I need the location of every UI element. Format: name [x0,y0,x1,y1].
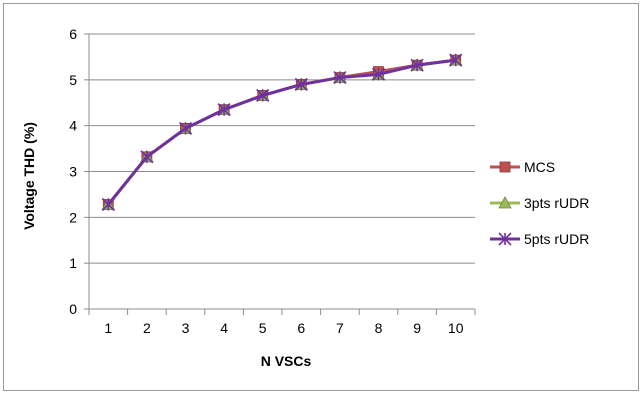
series-line [107,58,456,206]
y-tick-label: 6 [69,26,77,42]
legend-label: 3pts rUDR [524,195,589,211]
y-tick-label: 3 [69,164,77,180]
series-3pts-rudr [101,53,463,210]
x-tick-label: 6 [297,320,305,336]
legend-item: MCS [490,159,555,175]
x-tick-label: 9 [413,320,421,336]
data-point [256,88,270,102]
data-point [410,58,424,72]
data-point [371,67,386,81]
y-tick-label: 1 [69,255,77,271]
data-point [217,103,231,117]
y-tick-labels: 0 1 2 3 4 5 6 [69,26,77,317]
line-chart: 0 1 2 3 4 5 6 1 2 3 4 5 6 7 8 9 10 Voltage THD (%) N VS… [21,26,589,369]
x-tick-label: 1 [104,320,112,336]
series-mcs [102,54,462,210]
legend-item: 3pts rUDR [490,195,589,211]
data-point [449,53,463,67]
legend: MCS 3pts rUDR 5pts rUDR [490,159,589,247]
x-tick-labels: 1 2 3 4 5 6 7 8 9 10 [104,320,463,336]
y-tick-label: 2 [69,209,77,225]
x-axis-title: N VSCs [261,353,312,369]
series-line [107,58,456,206]
data-point [101,197,115,212]
x-tick-label: 5 [259,320,267,336]
x-tick-label: 3 [182,320,190,336]
series-5pts-rudr [101,53,463,212]
data-point [178,121,193,135]
y-tick-label: 4 [69,118,77,134]
axes [84,33,476,315]
legend-label: MCS [524,159,555,175]
legend-item: 5pts rUDR [490,231,589,247]
data-point [294,77,308,91]
legend-marker [499,161,511,173]
series-lines [101,53,463,212]
y-axis-title: Voltage THD (%) [21,122,37,230]
gridlines [89,33,475,264]
x-tick-label: 8 [375,320,383,336]
data-point [140,150,154,164]
x-tick-label: 10 [448,320,464,336]
x-tick-label: 2 [143,320,151,336]
legend-label: 5pts rUDR [524,231,589,247]
legend-marker [498,232,512,246]
x-tick-label: 4 [220,320,228,336]
y-tick-label: 0 [69,301,77,317]
chart-frame: 0 1 2 3 4 5 6 1 2 3 4 5 6 7 8 9 10 Voltage THD (%) N VS… [3,3,639,391]
x-tick-label: 7 [336,320,344,336]
data-point [333,70,347,85]
series-line [107,58,456,206]
legend-marker [498,196,512,209]
y-tick-label: 5 [69,72,77,88]
